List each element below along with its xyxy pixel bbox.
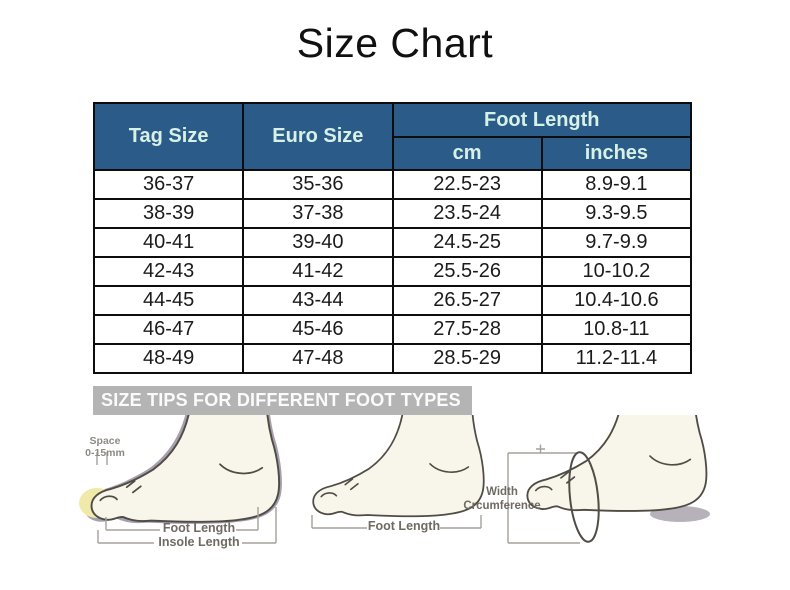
insole-length-label: Insole Length [158, 535, 240, 549]
header-inches: inches [540, 136, 693, 171]
plus-mark-icon [536, 444, 545, 454]
inches-cell: 8.9-9.1 [540, 169, 693, 200]
table-row: 46-47 45-46 27.5-28 10.8-11 [92, 314, 693, 345]
width-circumference-label: Width Crcumference [458, 485, 546, 513]
inches-cell: 10.8-11 [540, 314, 693, 345]
table-row: 42-43 41-42 25.5-26 10-10.2 [92, 256, 693, 287]
table-row: 40-41 39-40 24.5-25 9.7-9.9 [92, 227, 693, 258]
foot-illustrations-strip: Space 0-15mm Foot Length Insole Length F… [0, 415, 790, 590]
inches-cell: 11.2-11.4 [540, 343, 693, 374]
size-table: Tag Size Euro Size Foot Length cm inches… [92, 102, 693, 374]
inches-cell: 10-10.2 [540, 256, 693, 287]
euro-size-cell: 41-42 [242, 256, 394, 287]
tag-size-cell: 38-39 [92, 198, 245, 229]
foot-length-label-2: Foot Length [367, 519, 441, 533]
euro-size-cell: 35-36 [242, 169, 394, 200]
width-label-line1: Width [486, 486, 518, 498]
cm-cell: 23.5-24 [391, 198, 543, 229]
cm-cell: 26.5-27 [391, 285, 543, 316]
euro-size-cell: 43-44 [242, 285, 394, 316]
tag-size-cell: 42-43 [92, 256, 245, 287]
width-label-line2: Crcumference [463, 500, 541, 512]
feet-illustrations [79, 415, 710, 544]
euro-size-cell: 47-48 [242, 343, 394, 374]
inches-cell: 10.4-10.6 [540, 285, 693, 316]
space-label-line2: 0-15mm [85, 447, 125, 459]
tag-size-cell: 48-49 [92, 343, 245, 374]
header-foot-length: Foot Length [391, 102, 692, 138]
cm-cell: 22.5-23 [391, 169, 543, 200]
euro-size-cell: 45-46 [242, 314, 394, 345]
foot-with-insole-illustration [79, 415, 282, 544]
euro-size-cell: 37-38 [242, 198, 394, 229]
space-label: Space 0-15mm [82, 435, 128, 459]
page-title: Size Chart [296, 20, 494, 66]
cm-cell: 24.5-25 [391, 227, 543, 258]
table-row: 44-45 43-44 26.5-27 10.4-10.6 [92, 285, 693, 316]
euro-size-cell: 39-40 [242, 227, 394, 258]
header-cm: cm [391, 136, 543, 171]
tag-size-cell: 44-45 [92, 285, 245, 316]
header-tag-size: Tag Size [92, 102, 245, 171]
cm-cell: 27.5-28 [391, 314, 543, 345]
cm-cell: 25.5-26 [391, 256, 543, 287]
tag-size-cell: 36-37 [92, 169, 245, 200]
space-label-line1: Space [89, 435, 121, 447]
table-row: 48-49 47-48 28.5-29 11.2-11.4 [92, 343, 693, 374]
cm-cell: 28.5-29 [391, 343, 543, 374]
inches-cell: 9.3-9.5 [540, 198, 693, 229]
table-row: 36-37 35-36 22.5-23 8.9-9.1 [92, 169, 693, 200]
header-euro-size: Euro Size [242, 102, 394, 171]
foot-length-label-1: Foot Length [162, 521, 236, 535]
inches-cell: 9.7-9.9 [540, 227, 693, 258]
table-row: 38-39 37-38 23.5-24 9.3-9.5 [92, 198, 693, 229]
tag-size-cell: 46-47 [92, 314, 245, 345]
girth-ellipse [568, 451, 600, 543]
foot-width-circumference-illustration [507, 415, 710, 544]
foot-side-view-illustration [311, 415, 485, 529]
tag-size-cell: 40-41 [92, 227, 245, 258]
size-tips-banner: SIZE TIPS FOR DIFFERENT FOOT TYPES [93, 386, 472, 415]
